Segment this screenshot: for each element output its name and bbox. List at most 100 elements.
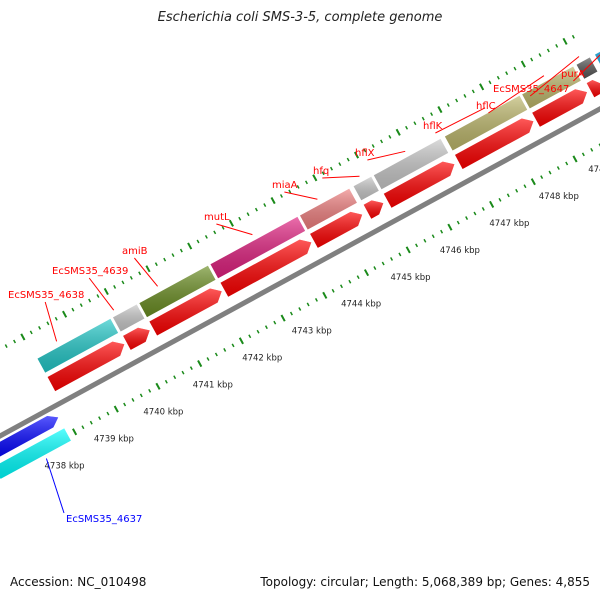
upper-tick <box>520 60 526 68</box>
upper-tick <box>353 151 360 159</box>
gene-leader-line <box>88 277 115 311</box>
lower-tick <box>481 207 485 211</box>
upper-tick <box>446 103 450 107</box>
upper-tick <box>263 203 267 207</box>
upper-tick <box>421 116 425 121</box>
upper-tick <box>329 166 333 171</box>
accession-text: Accession: NC_010498 <box>10 575 147 589</box>
gene-shade <box>300 188 357 230</box>
upper-tick <box>363 148 367 153</box>
lower-tick <box>322 291 328 299</box>
upper-tick <box>270 196 276 205</box>
cds-arrow-shade <box>149 288 222 336</box>
upper-tick <box>338 162 342 167</box>
upper-tick <box>29 330 33 335</box>
lower-tick <box>339 284 343 289</box>
lower-tick <box>264 325 268 330</box>
upper-tick <box>371 144 375 148</box>
lower-tick <box>139 393 143 398</box>
upper-tick <box>154 262 158 267</box>
upper-tick <box>62 310 68 318</box>
lower-tick <box>423 238 427 243</box>
lower-tick <box>223 348 227 352</box>
lower-tick <box>197 360 203 368</box>
gene-leader-line <box>216 223 253 236</box>
backbone-line <box>0 106 600 439</box>
cds-arrow-shade <box>310 211 363 248</box>
gene-label: EcSMS35_4647 <box>493 84 569 95</box>
ruler-label: 4747 kbp <box>489 219 529 229</box>
gene-shade <box>373 138 449 190</box>
upper-tick <box>505 71 509 76</box>
lower-tick <box>489 200 495 208</box>
lower-tick <box>314 298 318 302</box>
gene-leader-line <box>134 257 158 287</box>
ruler-label: 4743 kbp <box>292 327 332 337</box>
ruler-label: 4740 kbp <box>143 408 183 418</box>
gene-shade <box>353 176 379 201</box>
gene-label: EcSMS35_4639 <box>52 266 128 277</box>
lower-tick <box>598 143 600 147</box>
lower-tick <box>440 229 444 234</box>
upper-tick <box>228 219 234 227</box>
upper-tick <box>187 242 193 250</box>
upper-tick <box>346 157 350 162</box>
upper-tick <box>163 257 167 262</box>
upper-tick <box>171 253 175 258</box>
cds-arrow-shade <box>123 327 150 350</box>
cds-arrow-shade <box>220 239 312 297</box>
feature-layer <box>0 51 600 479</box>
upper-tick <box>46 321 50 326</box>
upper-tick <box>463 94 467 98</box>
upper-tick <box>113 285 117 289</box>
upper-tick <box>4 344 8 348</box>
upper-tick <box>221 225 225 230</box>
upper-tick <box>395 128 401 136</box>
lower-tick <box>164 379 168 384</box>
lower-tick <box>298 307 302 311</box>
cds-arrow-shade <box>532 89 587 127</box>
gene-leader-line <box>284 191 318 200</box>
lower-tick <box>231 343 235 348</box>
lower-tick <box>381 261 385 266</box>
gene-label: hflX <box>355 148 375 159</box>
gene-leader-line <box>529 56 580 97</box>
gene-block-shade <box>0 428 71 479</box>
lower-tick <box>256 329 260 334</box>
lower-tick <box>214 352 218 357</box>
lower-tick <box>306 302 310 307</box>
lower-tick <box>248 334 252 339</box>
lower-tick <box>456 220 460 225</box>
gene-leader-line <box>573 54 600 82</box>
upper-tick <box>145 265 151 273</box>
upper-tick <box>71 307 75 312</box>
lower-tick <box>206 357 210 361</box>
gene-shade <box>139 265 216 318</box>
ruler-label: 4741 kbp <box>193 381 233 391</box>
lower-tick <box>540 175 544 180</box>
ruler-label: 4745 kbp <box>391 273 431 283</box>
cds-arrow-shade <box>586 80 600 98</box>
upper-tick <box>304 180 308 185</box>
gene-shade <box>113 304 145 332</box>
lower-tick <box>515 188 519 193</box>
upper-tick <box>455 98 459 103</box>
lower-tick <box>390 257 394 261</box>
upper-tick <box>138 271 142 276</box>
upper-tick <box>571 34 575 39</box>
upper-tick <box>254 207 258 212</box>
upper-tick <box>96 294 100 298</box>
upper-tick <box>79 303 83 308</box>
upper-tick <box>54 316 58 321</box>
upper-tick <box>530 57 534 62</box>
gene-label-reverse: EcSMS35_4637 <box>66 514 142 525</box>
lower-tick <box>173 375 177 380</box>
cds-arrow-shade <box>363 200 384 219</box>
lower-tick <box>72 428 78 436</box>
lower-tick <box>431 234 435 239</box>
gene-label: amiB <box>122 246 148 257</box>
lower-tick <box>131 398 135 402</box>
lower-tick <box>289 311 293 316</box>
lower-tick <box>81 425 85 430</box>
upper-tick <box>179 248 183 253</box>
